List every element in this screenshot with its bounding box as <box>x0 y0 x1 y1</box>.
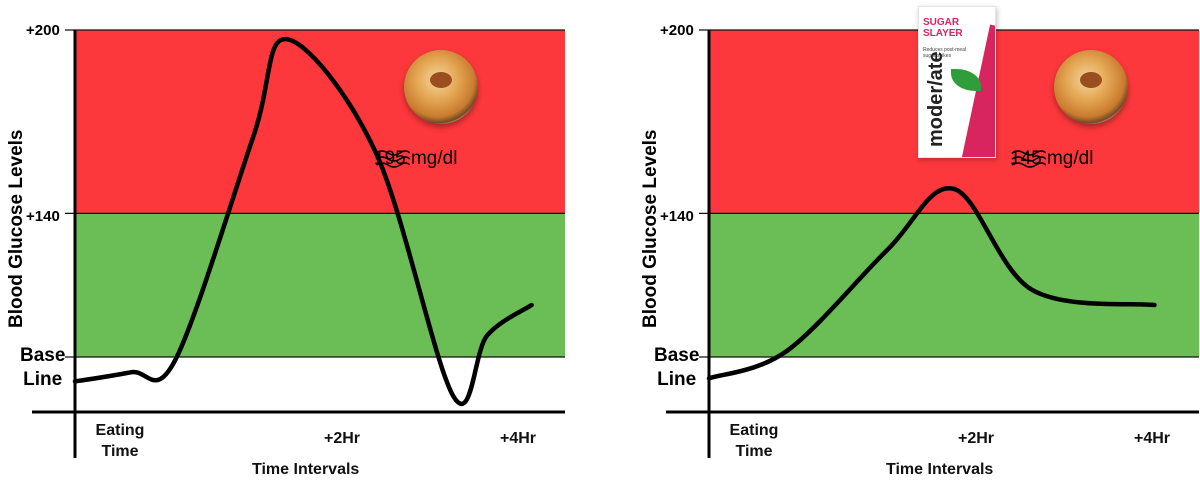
peak-value-label: 195 mg/dl <box>374 148 458 169</box>
y-tick-140: +140 <box>26 208 60 225</box>
y-axis-title: Blood Glucose Levels <box>640 129 661 329</box>
y-tick-200: +200 <box>26 22 60 39</box>
leaf-icon <box>951 69 981 91</box>
heat-waves-icon <box>375 150 410 168</box>
zone-normal <box>709 213 1199 357</box>
chart-0-plot <box>32 29 565 458</box>
x-tick-eating-time: Eating Time <box>95 422 145 460</box>
x-tick-4hr: +4Hr <box>1134 430 1171 447</box>
glucose-curve <box>706 185 1157 381</box>
x-tick-4hr: +4Hr <box>500 430 537 447</box>
x-axis-title: Time Intervals <box>886 461 994 478</box>
y-tick-200: +200 <box>660 22 694 39</box>
glucose-annotation: 195 mg/dl <box>374 148 457 170</box>
x-tick-eating-time: Eating Time <box>729 422 779 460</box>
x-tick-2hr: +2Hr <box>324 430 361 447</box>
baseline-label: Base Line <box>20 345 66 390</box>
glucose-annotation: 145 mg/dl <box>1010 148 1093 170</box>
heat-waves-icon <box>1011 150 1046 168</box>
zone-normal <box>75 213 565 357</box>
sugar-slayer-pack-icon: SUGAR SLAYER Reduces post-meal sugar spi… <box>918 6 996 158</box>
chart-with-product: Blood Glucose Levels +200 +140 Base Line… <box>634 0 1200 483</box>
x-axis-title: Time Intervals <box>252 461 360 478</box>
y-axis-title: Blood Glucose Levels <box>6 129 27 329</box>
peak-value-label: 145 mg/dl <box>1010 148 1094 169</box>
chart-without-product: Blood Glucose Levels +200 +140 Base Line… <box>6 22 565 478</box>
zone-high <box>75 30 565 214</box>
biryani-plate-icon <box>404 50 478 124</box>
x-tick-2hr: +2Hr <box>958 430 995 447</box>
y-tick-140: +140 <box>660 208 694 225</box>
baseline-label: Base Line <box>654 345 700 390</box>
glucose-curve <box>72 36 534 407</box>
biryani-plate-icon <box>1054 50 1128 124</box>
